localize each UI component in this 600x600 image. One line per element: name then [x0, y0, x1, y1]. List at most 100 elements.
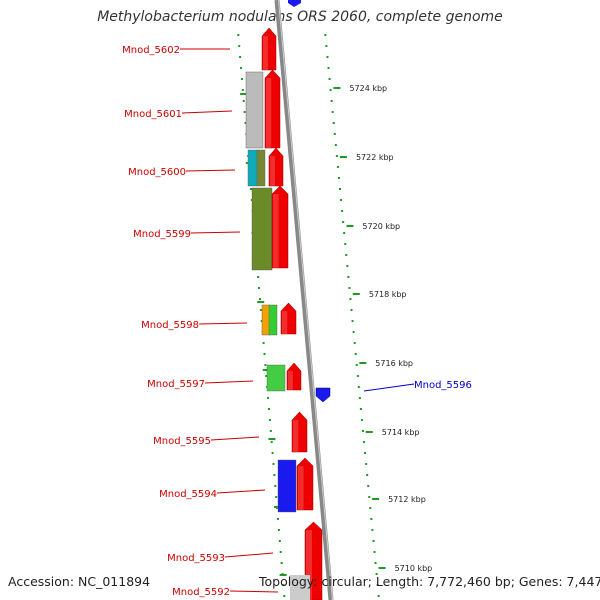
gene-label[interactable]: Mnod_5592 — [172, 587, 230, 598]
gene-labels[interactable]: Mnod_5602 Mnod_5601 Mnod_5600 Mnod_5599 Mnod… — [122, 45, 472, 598]
gene-shine — [263, 36, 268, 70]
ruler-dot-inner — [279, 551, 282, 553]
ruler-dot-inner — [240, 78, 243, 80]
ruler-dot-inner — [274, 485, 277, 487]
ruler-dot-outer — [339, 188, 342, 190]
gene-arrow-5598 — [280, 302, 297, 335]
label-leader-line — [229, 590, 279, 593]
ruler-dot-inner — [269, 430, 272, 432]
ruler-dot-inner — [244, 122, 247, 124]
cog-bar — [261, 304, 271, 336]
kbp-tick-mark — [372, 498, 380, 500]
ruler-dot-outer — [349, 298, 352, 300]
ruler-dot-outer — [350, 309, 353, 311]
ruler-dot-outer — [324, 34, 327, 36]
ruler-dot-outer — [340, 199, 343, 201]
genome-backbone — [274, 0, 334, 600]
gene-label[interactable]: Mnod_5595 — [153, 436, 211, 447]
gene-arrow-5597 — [286, 362, 302, 391]
gene-arrow-5595 — [291, 411, 308, 453]
ruler-dash-inner — [262, 369, 270, 371]
gene-label[interactable]: Mnod_5602 — [122, 45, 180, 56]
label-leader-line — [210, 436, 260, 441]
ruler-dot-outer — [354, 353, 357, 355]
gene-block-grey — [290, 575, 310, 600]
ruler-dot-outer — [358, 397, 361, 399]
cog-bar — [256, 149, 266, 187]
ruler-dot-outer — [356, 375, 359, 377]
ruler-dash-inner — [240, 93, 248, 95]
gene-label[interactable]: Mnod_5600 — [128, 167, 186, 178]
ruler-dot-inner — [272, 463, 275, 465]
ruler-dot-inner — [260, 320, 263, 322]
ruler-dot-inner — [277, 529, 280, 531]
ruler-dot-outer — [357, 386, 360, 388]
ruler-dot-inner — [282, 584, 285, 586]
ruler-dot-inner — [265, 375, 268, 377]
ruler-dot-inner — [240, 67, 243, 69]
gene-label[interactable]: Mnod_5601 — [124, 109, 182, 120]
ruler-dot-outer — [341, 210, 344, 212]
cog-category-bars — [245, 71, 297, 513]
ruler-dot-outer — [335, 155, 338, 157]
label-leader-line — [363, 383, 415, 392]
ruler-dot-outer — [365, 463, 368, 465]
gene-arrow-5594 — [296, 457, 314, 511]
kbp-tick-mark — [365, 431, 373, 433]
kbp-tick-mark — [352, 293, 360, 295]
ruler-dot-inner — [238, 45, 241, 47]
kbp-tick-label: 5722 kbp — [356, 153, 394, 162]
ruler-dot-inner — [242, 100, 245, 102]
ruler-dot-outer — [368, 496, 371, 498]
kbp-tick-mark — [333, 87, 341, 89]
ruler-dot-inner — [275, 496, 278, 498]
ruler-dot-outer — [331, 111, 334, 113]
ruler-dot-inner — [273, 474, 276, 476]
ruler-dot-outer — [337, 177, 340, 179]
ruler-dot-outer — [330, 100, 333, 102]
ruler-dot-inner — [257, 276, 260, 278]
ruler-dot-inner — [237, 34, 240, 36]
ruler-dot-inner — [267, 408, 270, 410]
ruler-dot-outer — [343, 232, 346, 234]
ruler-dash-inner — [274, 506, 282, 508]
ruler-dot-outer — [348, 287, 351, 289]
gene-label[interactable]: Mnod_5594 — [159, 489, 217, 500]
label-leader-line — [216, 489, 266, 494]
kbp-tick-mark — [339, 156, 347, 158]
label-leader-line — [224, 552, 274, 558]
gene-label[interactable]: Mnod_5599 — [133, 229, 191, 240]
gene-arrow-5601 — [264, 69, 281, 149]
ruler-dot-inner — [263, 353, 266, 355]
ruler-dot-outer — [369, 507, 372, 509]
kbp-tick-label: 5720 kbp — [362, 222, 400, 231]
ruler-dot-inner — [277, 518, 280, 520]
ruler-dot-outer — [362, 430, 364, 432]
kbp-tick-mark — [378, 567, 386, 569]
ruler-dot-inner — [259, 309, 262, 311]
ruler-dot-outer — [360, 419, 363, 421]
label-leader-line — [204, 380, 254, 384]
gene-label[interactable]: Mnod_5593 — [167, 553, 225, 564]
cog-bar — [251, 187, 273, 271]
kbp-tick-labels: 5724 kbp 5722 kbp 5720 kbp 5718 kbp 5716 kbp… — [333, 84, 432, 573]
gene-label[interactable]: Mnod_5597 — [147, 379, 205, 390]
cog-bar — [268, 304, 278, 336]
ruler-dot-outer — [373, 551, 376, 553]
cog-bar — [277, 459, 297, 513]
gene-label[interactable]: Mnod_5596 — [414, 380, 472, 391]
ruler-dot-outer — [370, 518, 373, 520]
ruler-dot-outer — [328, 78, 331, 80]
backbone-line — [274, 0, 334, 600]
ruler-dot-outer — [347, 276, 350, 278]
ruler-dot-inner — [267, 397, 270, 399]
gene-shine — [293, 420, 299, 452]
gene-arrow-top — [288, 0, 301, 7]
gene-label[interactable]: Mnod_5598 — [141, 320, 199, 331]
ruler-dot-inner — [270, 441, 273, 443]
ruler-dot-outer — [372, 540, 375, 542]
gene-shine — [282, 311, 288, 334]
ruler-dot-outer — [375, 573, 378, 575]
ruler-dot-outer — [332, 122, 335, 124]
